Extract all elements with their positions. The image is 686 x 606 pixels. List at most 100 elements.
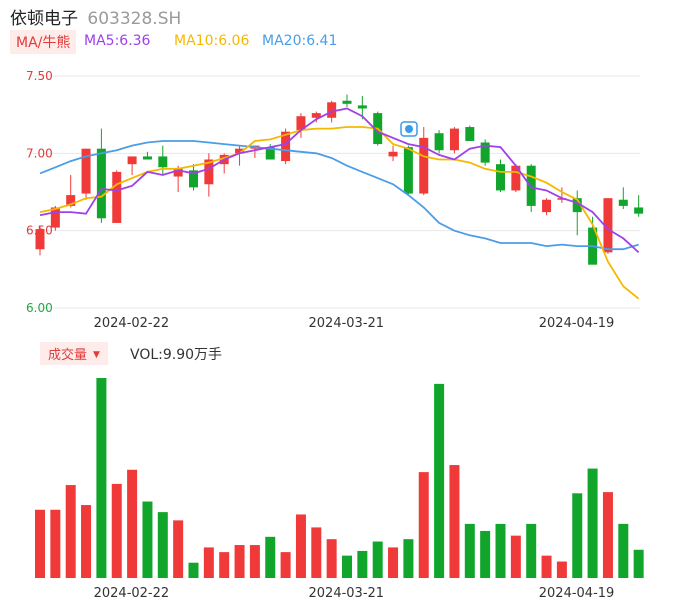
candle: [403, 145, 413, 196]
candle-body: [265, 147, 275, 160]
candle-body: [81, 148, 91, 194]
candle: [35, 226, 45, 256]
stock-name: 依顿电子: [10, 9, 78, 29]
candle-body: [327, 102, 337, 118]
volume-bar: [65, 485, 76, 578]
volume-bar: [572, 493, 583, 578]
caret-down-icon: ▼: [93, 350, 100, 360]
candle-body: [296, 116, 306, 131]
legend-ma10: MA10:6.06: [174, 33, 250, 49]
volume-bar: [618, 523, 629, 578]
candle-body: [403, 147, 413, 194]
x-tick-label: 2024-04-19: [539, 316, 615, 331]
candle: [127, 156, 137, 175]
x-tick-label: 2024-04-19: [539, 586, 615, 601]
volume-bar: [541, 555, 552, 578]
candle-body: [526, 165, 536, 206]
volume-bar: [556, 561, 567, 578]
volume-bar: [35, 509, 45, 578]
volume-bar: [418, 472, 429, 578]
ma-indicator-tag[interactable]: MA/牛熊: [10, 30, 77, 54]
date-axis-top: 2024-02-22 2024-03-21 2024-04-19: [94, 316, 615, 331]
candle-body: [96, 148, 106, 219]
volume-bar: [464, 523, 475, 578]
volume-bar: [526, 523, 537, 578]
volume-value: VOL:9.90万手: [130, 347, 223, 363]
legend-ma5: MA5:6.36: [84, 33, 151, 49]
x-tick-label: 2024-02-22: [94, 316, 170, 331]
candle: [542, 198, 552, 216]
candle-body: [434, 133, 444, 151]
candle-body: [50, 207, 60, 228]
candle: [112, 170, 122, 223]
candle-body: [311, 113, 321, 118]
volume-bar: [403, 539, 414, 578]
volume-bar: [50, 509, 61, 578]
volume-bar: [633, 549, 644, 578]
candle: [434, 130, 444, 154]
price-grid: [30, 75, 640, 309]
volume-indicator-tag[interactable]: 成交量 ▼: [40, 342, 108, 365]
candle: [66, 174, 76, 208]
candle-body: [127, 156, 137, 165]
candle-body: [66, 195, 76, 206]
volume-bar: [434, 383, 445, 578]
volume-bar: [480, 530, 491, 578]
volume-bar: [357, 550, 368, 578]
volume-bar: [157, 512, 168, 578]
candle-body: [496, 164, 505, 191]
candle-body: [634, 207, 644, 214]
candle: [96, 128, 106, 223]
x-tick-label: 2024-03-21: [309, 586, 385, 601]
y-tick-label: 6.00: [26, 301, 53, 315]
x-tick-label: 2024-03-21: [309, 316, 385, 331]
volume-bar: [219, 552, 230, 578]
candle-body: [281, 131, 291, 162]
candle-body: [342, 100, 352, 104]
candle-body: [449, 128, 459, 151]
volume-bar: [311, 527, 322, 578]
ma10-line: [39, 126, 640, 300]
candle-body: [235, 148, 245, 154]
candle: [311, 111, 321, 123]
ma20-line: [39, 140, 639, 251]
date-axis-bottom: 2024-02-22 2024-03-21 2024-04-19: [94, 586, 615, 601]
volume-bar: [388, 547, 399, 578]
candle: [634, 195, 644, 217]
volume-bar: [81, 505, 92, 578]
candle: [189, 164, 198, 191]
candle-body: [480, 142, 490, 163]
volume-bar: [449, 465, 460, 578]
candle-body: [189, 170, 198, 188]
candle-body: [35, 229, 45, 250]
candle: [419, 127, 429, 196]
volume-bars: [35, 378, 644, 578]
volume-bar: [111, 483, 122, 578]
volume-bar: [510, 535, 521, 578]
candle: [511, 164, 521, 192]
ma5-line: [39, 107, 640, 253]
candle: [603, 198, 613, 254]
volume-bar: [280, 552, 291, 578]
candle-body: [388, 151, 398, 157]
volume-bar: [203, 547, 214, 578]
candle-body: [572, 198, 582, 213]
x-tick-label: 2024-02-22: [94, 586, 170, 601]
volume-bar: [127, 469, 138, 578]
candle: [342, 94, 352, 107]
candle: [496, 159, 505, 192]
candle: [235, 145, 245, 166]
candle-body: [158, 156, 168, 168]
volume-bar: [265, 536, 276, 578]
price-axis: 7.507.006.506.00: [26, 69, 53, 315]
y-tick-label: 7.00: [26, 146, 53, 160]
candle-body: [603, 198, 613, 253]
candle: [142, 151, 152, 160]
volume-bar: [342, 555, 352, 578]
candle: [158, 145, 168, 175]
chip-distribution-icon[interactable]: [400, 121, 418, 137]
stock-title: 依顿电子 603328.SH: [10, 4, 181, 29]
volume-bar: [495, 523, 506, 578]
candle-body: [357, 105, 367, 109]
volume-bar: [96, 378, 107, 578]
